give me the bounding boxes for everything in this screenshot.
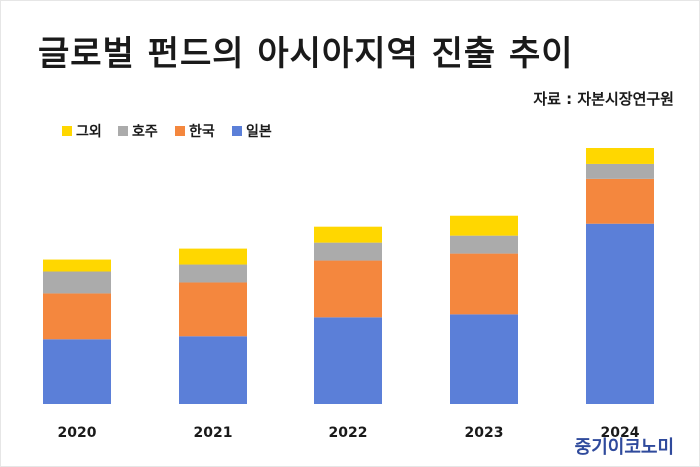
bar-segment-2024-한국 [586, 178, 654, 224]
brand-logo-text: 중기이코노미 [574, 437, 674, 458]
bar-segment-2020-일본 [43, 339, 111, 404]
bar-segment-2020-호주 [43, 271, 111, 294]
x-tick-label-2022: 2022 [329, 425, 368, 441]
legend-swatch-한국 [175, 126, 185, 136]
legend-label-호주: 호주 [132, 124, 158, 140]
bar-segment-2020-그외 [43, 259, 111, 272]
bar-segment-2024-그외 [586, 147, 654, 164]
legend-swatch-일본 [232, 126, 242, 136]
chart-title: 글로벌 펀드의 아시아지역 진출 추이 [38, 34, 574, 74]
bar-segment-2021-호주 [179, 264, 247, 283]
legend-label-그외: 그외 [76, 123, 102, 140]
bar-segment-2022-일본 [314, 317, 382, 404]
bar-segment-2023-일본 [450, 314, 518, 404]
bar-segment-2023-호주 [450, 235, 518, 254]
legend-swatch-호주 [118, 126, 128, 136]
bar-segment-2022-한국 [314, 260, 382, 318]
legend: 그외 호주 한국 일본 [62, 123, 272, 140]
bar-segment-2021-그외 [179, 248, 247, 265]
bar-segment-2021-한국 [179, 282, 247, 337]
x-tick-label-2024: 2024 [601, 425, 640, 441]
legend-swatch-그외 [62, 126, 72, 136]
legend-label-한국: 한국 [189, 124, 215, 140]
source-note: 자료 : 자본시장연구원 [533, 90, 674, 108]
x-tick-label-2020: 2020 [58, 425, 97, 441]
bar-segment-2022-호주 [314, 242, 382, 261]
x-tick-label-2021: 2021 [194, 425, 233, 441]
x-tick-label-2023: 2023 [465, 425, 504, 441]
bar-segment-2024-호주 [586, 163, 654, 179]
bar-segment-2020-한국 [43, 293, 111, 340]
bar-segment-2022-그외 [314, 226, 382, 243]
bar-segment-2023-그외 [450, 215, 518, 236]
bar-segment-2023-한국 [450, 253, 518, 315]
bar-segment-2021-일본 [179, 336, 247, 404]
bar-segment-2024-일본 [586, 223, 654, 404]
x-axis-ticks: 2020 2021 2022 2023 2024 [58, 425, 640, 441]
legend-label-일본: 일본 [246, 124, 272, 140]
bars-group [43, 147, 654, 404]
